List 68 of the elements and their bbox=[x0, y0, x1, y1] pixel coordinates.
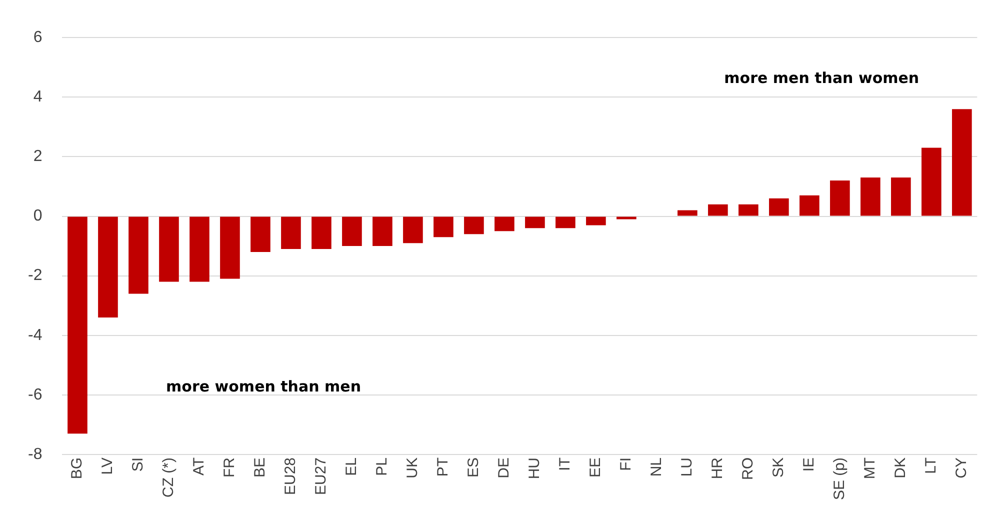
x-tick-label: FR bbox=[221, 457, 238, 478]
bar bbox=[98, 216, 118, 318]
bar bbox=[220, 216, 240, 279]
x-tick-label: MT bbox=[862, 457, 879, 480]
y-tick-label: -4 bbox=[28, 326, 42, 344]
bar bbox=[312, 216, 332, 250]
annotation: more men than women bbox=[724, 69, 920, 88]
bar bbox=[281, 216, 301, 250]
x-tick-label: HU bbox=[526, 457, 544, 480]
x-tick-label: EU27 bbox=[312, 457, 330, 496]
x-tick-label: HR bbox=[709, 457, 726, 480]
x-tick-label: EE bbox=[587, 457, 604, 478]
bar bbox=[586, 216, 606, 226]
bar bbox=[891, 178, 911, 216]
x-tick-label: NL bbox=[648, 457, 666, 477]
bar bbox=[342, 216, 362, 246]
bar bbox=[556, 216, 576, 228]
x-tick-label: SK bbox=[770, 457, 788, 478]
x-tick-label: ES bbox=[465, 457, 482, 478]
y-tick-label: 4 bbox=[33, 88, 42, 106]
y-tick-label: -2 bbox=[28, 267, 42, 284]
x-tick-label: SI bbox=[130, 457, 147, 472]
bar bbox=[434, 216, 454, 238]
bar bbox=[159, 216, 179, 282]
x-tick-label: UK bbox=[404, 457, 422, 478]
bar bbox=[403, 216, 423, 244]
y-tick-label: 2 bbox=[33, 148, 42, 166]
x-tick-label: BG bbox=[68, 457, 86, 480]
x-tick-label: LV bbox=[99, 457, 116, 475]
bar bbox=[952, 109, 972, 216]
x-tick-label: IT bbox=[556, 457, 574, 471]
bar bbox=[190, 216, 210, 282]
x-tick-label: BE bbox=[252, 457, 269, 478]
bar bbox=[372, 216, 392, 246]
x-tick-label: DK bbox=[892, 457, 910, 478]
x-tick-label: LU bbox=[678, 457, 696, 477]
bar bbox=[494, 216, 514, 232]
bar bbox=[525, 216, 545, 228]
x-tick-label: PT bbox=[434, 457, 452, 477]
bar bbox=[800, 195, 820, 216]
x-tick-label: AT bbox=[190, 457, 208, 476]
x-tick-label: IE bbox=[800, 457, 818, 472]
bar bbox=[250, 216, 270, 252]
y-tick-label: -8 bbox=[28, 446, 42, 463]
y-tick-label: 0 bbox=[33, 208, 42, 225]
x-tick-label: DE bbox=[496, 457, 513, 478]
bar bbox=[464, 216, 484, 234]
x-tick-label: SE (p) bbox=[831, 457, 848, 500]
bar bbox=[922, 148, 942, 216]
x-tick-label: EL bbox=[343, 457, 360, 476]
y-tick-label: -6 bbox=[28, 386, 42, 404]
x-tick-label: EU28 bbox=[282, 457, 300, 496]
x-tick-label: FI bbox=[618, 457, 635, 471]
bar bbox=[738, 204, 758, 216]
bar bbox=[860, 178, 880, 216]
bar bbox=[128, 216, 148, 294]
x-tick-label: LT bbox=[922, 457, 940, 474]
bar bbox=[68, 216, 88, 434]
x-tick-label: CZ (*) bbox=[160, 457, 178, 498]
bar bbox=[769, 198, 789, 216]
bar bbox=[708, 204, 728, 216]
x-tick-label: PL bbox=[374, 457, 391, 476]
bar bbox=[678, 210, 698, 216]
bar bbox=[830, 180, 850, 216]
x-tick-label: RO bbox=[740, 457, 757, 480]
y-tick-label: 6 bbox=[33, 29, 42, 46]
annotation: more women than men bbox=[166, 378, 361, 396]
x-tick-label: CY bbox=[953, 457, 970, 478]
